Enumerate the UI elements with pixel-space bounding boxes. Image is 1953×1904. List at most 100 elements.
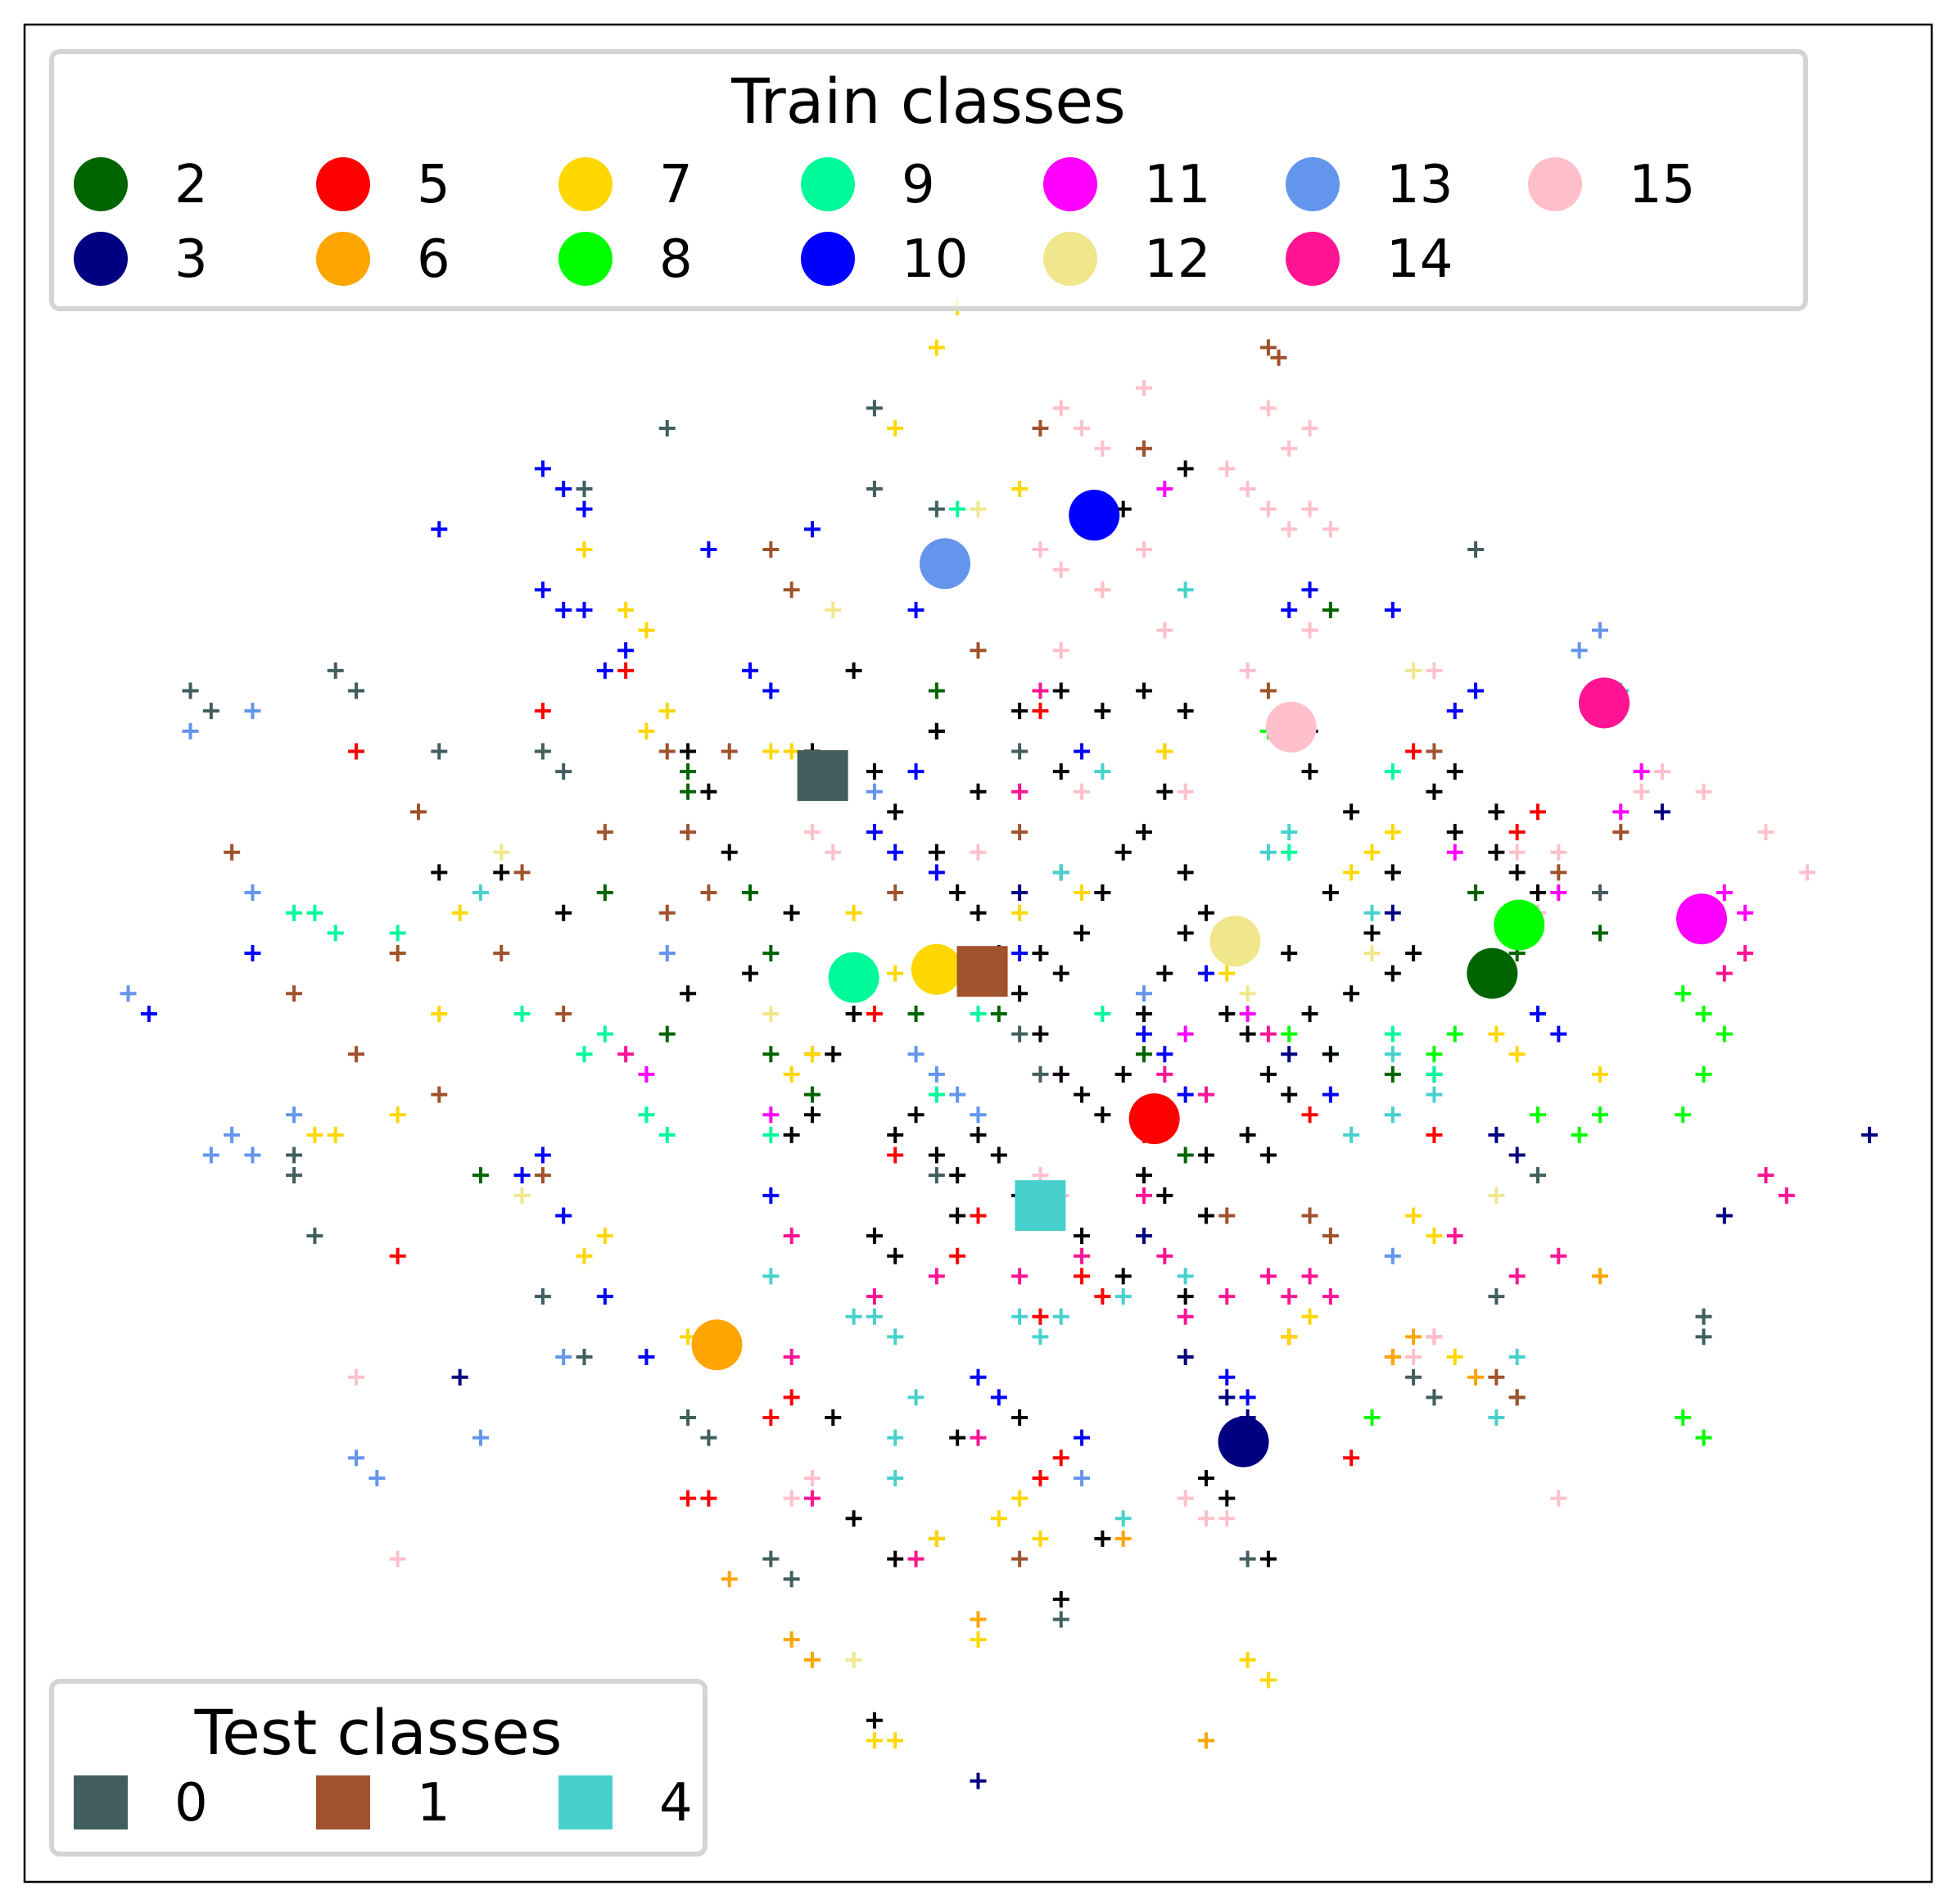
test-legend-frame <box>49 1679 708 1857</box>
point-marker-class-7 <box>990 1510 1007 1527</box>
point-marker-class-15 <box>1633 783 1650 800</box>
point-marker-class-15 <box>1799 864 1816 881</box>
point-marker-class-10 <box>1384 601 1401 618</box>
point-marker-class-10 <box>513 1167 531 1184</box>
prototype-square-class-0 <box>797 750 848 802</box>
point-marker-class-6 <box>803 1651 821 1668</box>
point-marker-class-9 <box>762 1126 780 1143</box>
point-marker-class-15 <box>1508 843 1526 861</box>
point-marker-class-black <box>1114 843 1132 861</box>
point-marker-class-black <box>1197 1469 1214 1486</box>
point-marker-class-14 <box>1446 1228 1463 1245</box>
point-marker-class-14 <box>783 1228 800 1245</box>
point-marker-class-0 <box>1239 1550 1256 1567</box>
point-marker-class-14 <box>1218 1288 1236 1305</box>
point-marker-class-7 <box>1156 743 1173 760</box>
point-marker-class-black <box>887 1550 904 1567</box>
point-marker-class-5 <box>1032 1469 1049 1486</box>
point-marker-class-1 <box>596 824 613 841</box>
point-marker-class-12 <box>513 1187 531 1204</box>
point-marker-class-8 <box>1695 1429 1712 1446</box>
legend-label-class-4: 4 <box>659 1773 693 1834</box>
point-marker-class-6 <box>721 1571 738 1588</box>
point-marker-class-6 <box>1114 1530 1132 1547</box>
point-marker-class-black <box>1011 1409 1028 1426</box>
point-marker-class-5 <box>1508 824 1526 841</box>
point-marker-class-black <box>1177 1288 1194 1305</box>
point-marker-class-black <box>1384 965 1401 982</box>
point-marker-class-black <box>1488 843 1505 861</box>
point-marker-class-7 <box>1363 843 1381 861</box>
point-marker-class-0 <box>1052 1611 1069 1628</box>
point-marker-class-7 <box>658 703 676 720</box>
point-marker-class-15 <box>1281 521 1298 538</box>
point-marker-class-11 <box>1177 1025 1194 1042</box>
point-marker-class-10 <box>907 763 925 780</box>
point-marker-class-0 <box>286 1167 303 1184</box>
point-marker-class-1 <box>1612 824 1630 841</box>
point-marker-class-4 <box>1177 1268 1194 1285</box>
point-marker-class-black <box>1343 985 1360 1002</box>
point-marker-class-0 <box>534 1288 551 1305</box>
point-marker-class-13 <box>348 1449 365 1467</box>
point-marker-class-black <box>1094 1106 1111 1124</box>
point-marker-class-black <box>1301 1005 1318 1022</box>
point-marker-class-6 <box>1197 1732 1214 1749</box>
point-marker-class-10 <box>1074 1429 1091 1446</box>
point-marker-class-1 <box>555 1005 572 1022</box>
point-marker-class-15 <box>1218 460 1236 477</box>
point-marker-class-2 <box>1177 1146 1194 1164</box>
point-marker-class-black <box>845 1005 862 1022</box>
point-marker-class-0 <box>866 481 883 497</box>
point-marker-class-black <box>1363 925 1381 942</box>
point-marker-class-black <box>1446 824 1463 841</box>
point-marker-class-black <box>1156 965 1173 982</box>
point-marker-class-4 <box>907 1389 925 1406</box>
point-marker-class-10 <box>1011 945 1028 961</box>
point-marker-class-0 <box>1488 1288 1505 1305</box>
point-marker-class-13 <box>182 722 199 739</box>
point-marker-class-10 <box>1446 703 1463 720</box>
point-marker-class-0 <box>1405 1368 1422 1386</box>
prototype-circle-class-13 <box>919 538 970 590</box>
point-marker-class-7 <box>845 904 862 921</box>
point-marker-class-5 <box>1032 1308 1049 1325</box>
legend-swatch-class-13 <box>1286 157 1340 211</box>
point-marker-class-1 <box>1259 339 1277 356</box>
point-marker-class-5 <box>534 703 551 720</box>
point-marker-class-7 <box>596 1228 613 1245</box>
point-marker-class-7 <box>1218 965 1236 982</box>
point-marker-class-1 <box>700 884 717 902</box>
point-marker-class-14 <box>1778 1187 1795 1204</box>
point-marker-class-15 <box>1197 1510 1214 1527</box>
point-marker-class-1 <box>1136 440 1153 457</box>
point-marker-class-9 <box>949 500 966 518</box>
point-marker-class-0 <box>783 1571 800 1588</box>
point-marker-class-black <box>493 864 510 881</box>
legend-label-class-7: 7 <box>659 155 693 215</box>
point-marker-class-11 <box>1737 904 1754 921</box>
point-marker-class-0 <box>348 682 365 699</box>
legend-label-class-14: 14 <box>1386 229 1453 290</box>
point-marker-class-3 <box>1136 1228 1153 1245</box>
point-marker-class-4 <box>1281 824 1298 841</box>
prototype-circle-class-6 <box>691 1319 743 1371</box>
point-marker-class-7 <box>887 965 904 982</box>
point-marker-class-12 <box>1488 1187 1505 1204</box>
point-marker-class-9 <box>1384 1025 1401 1042</box>
point-marker-class-5 <box>762 1409 780 1426</box>
point-marker-class-13 <box>286 1106 303 1124</box>
prototype-circle-class-7 <box>911 943 962 995</box>
class-prototypes <box>691 490 1728 1468</box>
point-marker-class-13 <box>928 1065 945 1083</box>
point-marker-class-0 <box>1032 1065 1049 1083</box>
point-marker-class-13 <box>658 945 676 961</box>
point-marker-class-15 <box>783 1490 800 1507</box>
prototype-square-class-1 <box>956 946 1008 997</box>
point-marker-class-1 <box>1488 1368 1505 1386</box>
point-marker-class-10 <box>576 601 593 618</box>
point-marker-class-5 <box>348 743 365 760</box>
point-marker-class-black <box>990 1146 1007 1164</box>
train-legend: Train classes 2 3 5 6 7 8 9 10 11 12 13 14 15 <box>49 49 1808 311</box>
